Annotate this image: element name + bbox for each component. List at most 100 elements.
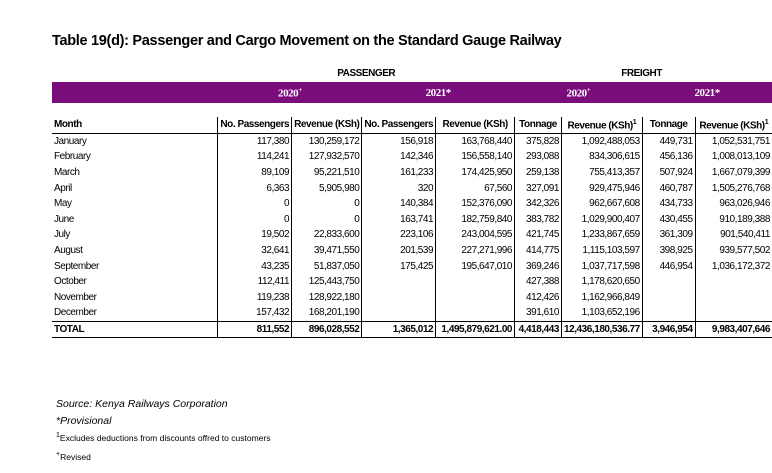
- note: 1Excludes deductions from discounts offr…: [56, 432, 270, 451]
- cell: 0: [291, 195, 362, 212]
- note-text: Revised: [60, 451, 91, 462]
- cell: 929,475,946: [561, 180, 643, 196]
- cell: 901,540,411: [694, 227, 772, 243]
- cell: 243,004,595: [435, 227, 515, 243]
- cell: 1,178,620,650: [561, 273, 643, 290]
- group-header: PASSENGER: [337, 67, 396, 79]
- cell: [694, 273, 772, 290]
- row-label: April: [54, 182, 72, 194]
- row-label: May: [54, 198, 72, 210]
- row-label: December: [54, 307, 97, 319]
- cell: 1,505,276,768: [694, 180, 772, 196]
- text: 2020: [566, 87, 588, 100]
- notes: Source: Kenya Railways Corporation *Provi…: [56, 398, 270, 470]
- text: Tonnage: [519, 119, 557, 131]
- cell: [361, 273, 436, 290]
- cell: 175,425: [361, 258, 436, 274]
- data-row: July 19,502 22,833,600 223,106 243,004,595 42…: [52, 227, 772, 243]
- note-text: Excludes deductions from discounts offre…: [59, 432, 271, 443]
- cell: [361, 289, 436, 306]
- year-header: 2021*: [642, 82, 772, 103]
- data-row: August 32,641 39,471,550 201,539 227,271,996…: [52, 242, 772, 259]
- data-row: November 119,238 128,922,180 412,426 1,162,9…: [52, 289, 772, 306]
- text: No. Passengers: [220, 119, 290, 131]
- cell: 1,092,488,053: [561, 133, 643, 150]
- cell: 127,932,570: [291, 149, 362, 165]
- text: Tonnage: [649, 119, 688, 131]
- cell: 1,029,900,407: [561, 211, 643, 228]
- cell: 430,455: [641, 211, 696, 228]
- cell: 22,833,600: [291, 227, 362, 243]
- column-header: Revenue (KSh)1: [694, 117, 772, 134]
- cell: [435, 289, 515, 306]
- text: Revenue (KSh): [567, 119, 634, 131]
- year-header: 2021*: [361, 82, 515, 103]
- note-text: *Provisional: [56, 415, 112, 427]
- cell: 163,741: [361, 211, 436, 228]
- cell: [641, 305, 696, 322]
- spacer: [52, 103, 772, 117]
- data-row: December 157,432 168,201,190 391,610 1,103,6…: [52, 305, 772, 322]
- cell: 1,162,966,849: [561, 289, 643, 306]
- cell: 1,052,531,751: [694, 133, 772, 150]
- cell: 320: [361, 180, 436, 196]
- cell: 5,905,980: [291, 180, 362, 196]
- cell: 811,552: [217, 320, 292, 339]
- column-header: Revenue (KSh): [435, 117, 515, 134]
- cell: [641, 273, 696, 290]
- cell: 156,918: [361, 133, 436, 150]
- superscript: 1: [56, 432, 60, 439]
- cell: 12,436,180,536.77: [561, 320, 643, 339]
- text: Month: [54, 119, 82, 131]
- cell: 117,380: [217, 133, 292, 150]
- year-header: 2020+: [514, 82, 643, 103]
- text: 2020: [278, 87, 299, 100]
- row-label: January: [54, 135, 87, 147]
- cell: 39,471,550: [291, 242, 362, 259]
- cell: 89,109: [217, 164, 292, 181]
- blank: [52, 64, 218, 82]
- row-label: November: [54, 291, 97, 303]
- cell: 4,418,443: [514, 320, 562, 339]
- cell: [361, 305, 436, 322]
- cell: 119,238: [217, 289, 292, 306]
- text: Revenue (KSh): [294, 119, 360, 131]
- data-row: May 0 0 140,384 152,376,090 342,326 962,667,60…: [52, 195, 772, 212]
- data-row: September 43,235 51,837,050 175,425 195,647,…: [52, 258, 772, 274]
- table-title: Table 19(d): Passenger and Cargo Movemen…: [52, 33, 562, 49]
- cell: 6,363: [217, 180, 292, 196]
- cell: 1,036,172,372: [694, 258, 772, 274]
- cell: 152,376,090: [435, 195, 515, 212]
- text: Revenue (KSh): [699, 119, 765, 131]
- cell: [641, 289, 696, 306]
- cell: 1,365,012: [361, 320, 436, 339]
- cell: 161,233: [361, 164, 436, 181]
- cell: 896,028,552: [291, 320, 362, 339]
- superscript: +: [298, 85, 302, 94]
- group-header: FREIGHT: [621, 67, 662, 79]
- group-row: PASSENGER FREIGHT: [52, 64, 772, 82]
- cell: 195,647,010: [435, 258, 515, 274]
- data-row: October 112,411 125,443,750 427,388 1,178,62…: [52, 273, 772, 290]
- text: 2021*: [694, 86, 721, 99]
- column-header-row: Month No. Passengers Revenue (KSh) No. Pass…: [52, 117, 772, 134]
- row-label: June: [54, 213, 74, 225]
- column-header: Tonnage: [641, 117, 696, 134]
- column-header: Revenue (KSh)1: [561, 117, 643, 134]
- data-table: PASSENGER FREIGHT 2020+ 2021* 2020+ 2021* Mont…: [52, 64, 772, 339]
- cell: 398,925: [641, 242, 696, 259]
- column-header: Tonnage: [514, 117, 562, 134]
- cell: 962,667,608: [561, 195, 643, 212]
- row-label: August: [54, 245, 83, 257]
- row-label: July: [54, 229, 70, 241]
- cell: 293,088: [514, 149, 562, 165]
- cell: 460,787: [641, 180, 696, 196]
- cell: 227,271,996: [435, 242, 515, 259]
- cell: 1,233,867,659: [561, 227, 643, 243]
- column-header: Month: [52, 117, 218, 134]
- cell: 834,306,615: [561, 149, 643, 165]
- cell: 130,259,172: [291, 133, 362, 150]
- cell: 421,745: [514, 227, 562, 243]
- superscript: 1: [764, 118, 769, 126]
- cell: 369,246: [514, 258, 562, 274]
